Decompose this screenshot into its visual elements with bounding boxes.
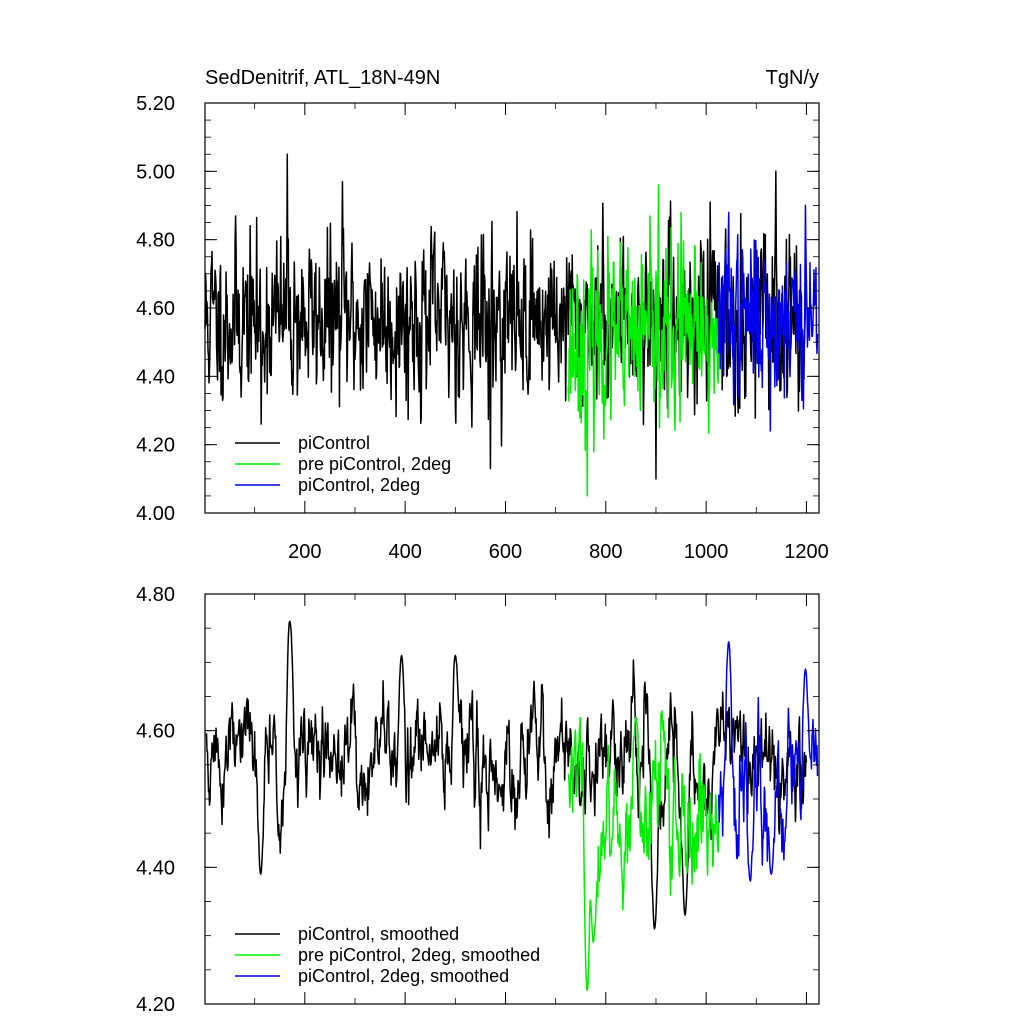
top-panel-x-tick-labels: 200 400 600 800 1000 1200 (288, 541, 829, 563)
legend-label: piControl, 2deg (298, 475, 420, 495)
y-tick-label: 4.20 (136, 994, 175, 1016)
y-tick-label: 4.80 (136, 584, 175, 606)
series-line-3 (717, 641, 819, 882)
y-tick-label: 5.00 (136, 161, 175, 183)
legend-label: piControl, smoothed (298, 924, 459, 944)
x-tick-label: 400 (388, 541, 421, 563)
y-tick-label: 4.00 (136, 503, 175, 525)
x-tick-label: 600 (489, 541, 522, 563)
bottom-panel-y-tick-labels: 4.20 4.40 4.60 4.80 (136, 584, 175, 1016)
y-tick-label: 4.20 (136, 435, 175, 457)
y-tick-label: 4.80 (136, 230, 175, 252)
units-label: TgN/y (766, 67, 819, 89)
y-tick-label: 4.60 (136, 721, 175, 743)
series-line-1 (204, 153, 808, 480)
bottom-panel-lines (205, 620, 819, 992)
legend-label: piControl, 2deg, smoothed (298, 966, 509, 986)
legend-label: pre piControl, 2deg, smoothed (298, 945, 540, 965)
x-tick-label: 1200 (784, 541, 829, 563)
x-tick-label: 1000 (684, 541, 729, 563)
legend-label: piControl (298, 433, 370, 453)
series-line-3 (717, 204, 819, 432)
top-panel-ticks (205, 102, 819, 514)
chart-title: SedDenitrif, ATL_18N-49N (205, 67, 440, 89)
legend-label: pre piControl, 2deg (298, 454, 451, 474)
series-line-2 (567, 710, 720, 992)
top-panel: 4.00 4.20 4.40 4.60 4.80 5.00 5.20 200 400 600 80… (136, 67, 829, 563)
top-panel-lines (204, 153, 819, 497)
x-tick-label: 800 (589, 541, 622, 563)
series-line-1 (205, 620, 808, 930)
bottom-panel: 4.20 4.40 4.60 4.80 piControl, smoothedpre … (136, 584, 820, 1016)
y-tick-label: 5.20 (136, 93, 175, 115)
top-panel-y-tick-labels: 4.00 4.20 4.40 4.60 4.80 5.00 5.20 (136, 93, 175, 525)
y-tick-label: 4.40 (136, 366, 175, 388)
x-tick-label: 200 (288, 541, 321, 563)
y-tick-label: 4.60 (136, 298, 175, 320)
y-tick-label: 4.40 (136, 857, 175, 879)
series-line-2 (567, 184, 720, 497)
bottom-panel-ticks (205, 593, 819, 1005)
